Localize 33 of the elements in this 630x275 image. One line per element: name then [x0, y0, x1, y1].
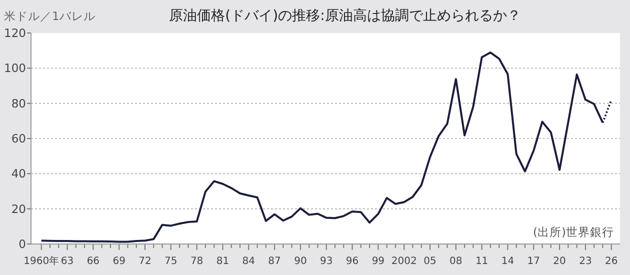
x-tick-label: 17: [527, 256, 540, 267]
y-tick-label: 60: [11, 132, 26, 146]
y-tick-label: 40: [11, 166, 26, 181]
y-axis-title: 米ドル／1バレル: [4, 9, 96, 23]
x-tick-label: 20: [553, 256, 566, 267]
x-tick-label: 87: [268, 256, 281, 267]
x-tick-label: 23: [579, 256, 592, 267]
x-tick-label: 63: [60, 256, 74, 267]
x-tick-label: 1960年: [24, 255, 60, 267]
x-tick-label: 78: [190, 256, 204, 267]
x-tick-label: 99: [372, 256, 385, 267]
y-tick-label: 20: [11, 202, 26, 216]
x-tick-label: 11: [475, 256, 488, 267]
x-tick-label: 75: [164, 256, 178, 267]
x-tick-label: 93: [320, 256, 333, 267]
annotation: (出所)世界銀行: [533, 225, 614, 239]
y-tick-label: 80: [11, 96, 26, 110]
y-tick-label: 120: [4, 26, 26, 40]
x-tick-label: 69: [112, 256, 126, 267]
x-tick-label: 08: [450, 256, 462, 267]
x-tick-label: 2002: [391, 256, 417, 267]
x-tick-label: 26: [604, 256, 618, 267]
x-tick-label: 81: [216, 256, 230, 267]
chart-title: 原油価格(ドバイ)の推移:原油高は協調で止められるか？: [169, 8, 521, 24]
x-tick-label: 72: [138, 256, 152, 267]
x-tick-label: 66: [86, 256, 100, 267]
x-tick-label: 90: [294, 256, 307, 267]
x-tick-label: 84: [242, 256, 256, 267]
x-tick-label: 14: [501, 256, 514, 267]
y-tick-label: 0: [18, 237, 26, 251]
x-tick-label: 05: [424, 256, 436, 267]
x-tick-label: 96: [346, 256, 359, 267]
y-tick-label: 100: [4, 61, 26, 76]
